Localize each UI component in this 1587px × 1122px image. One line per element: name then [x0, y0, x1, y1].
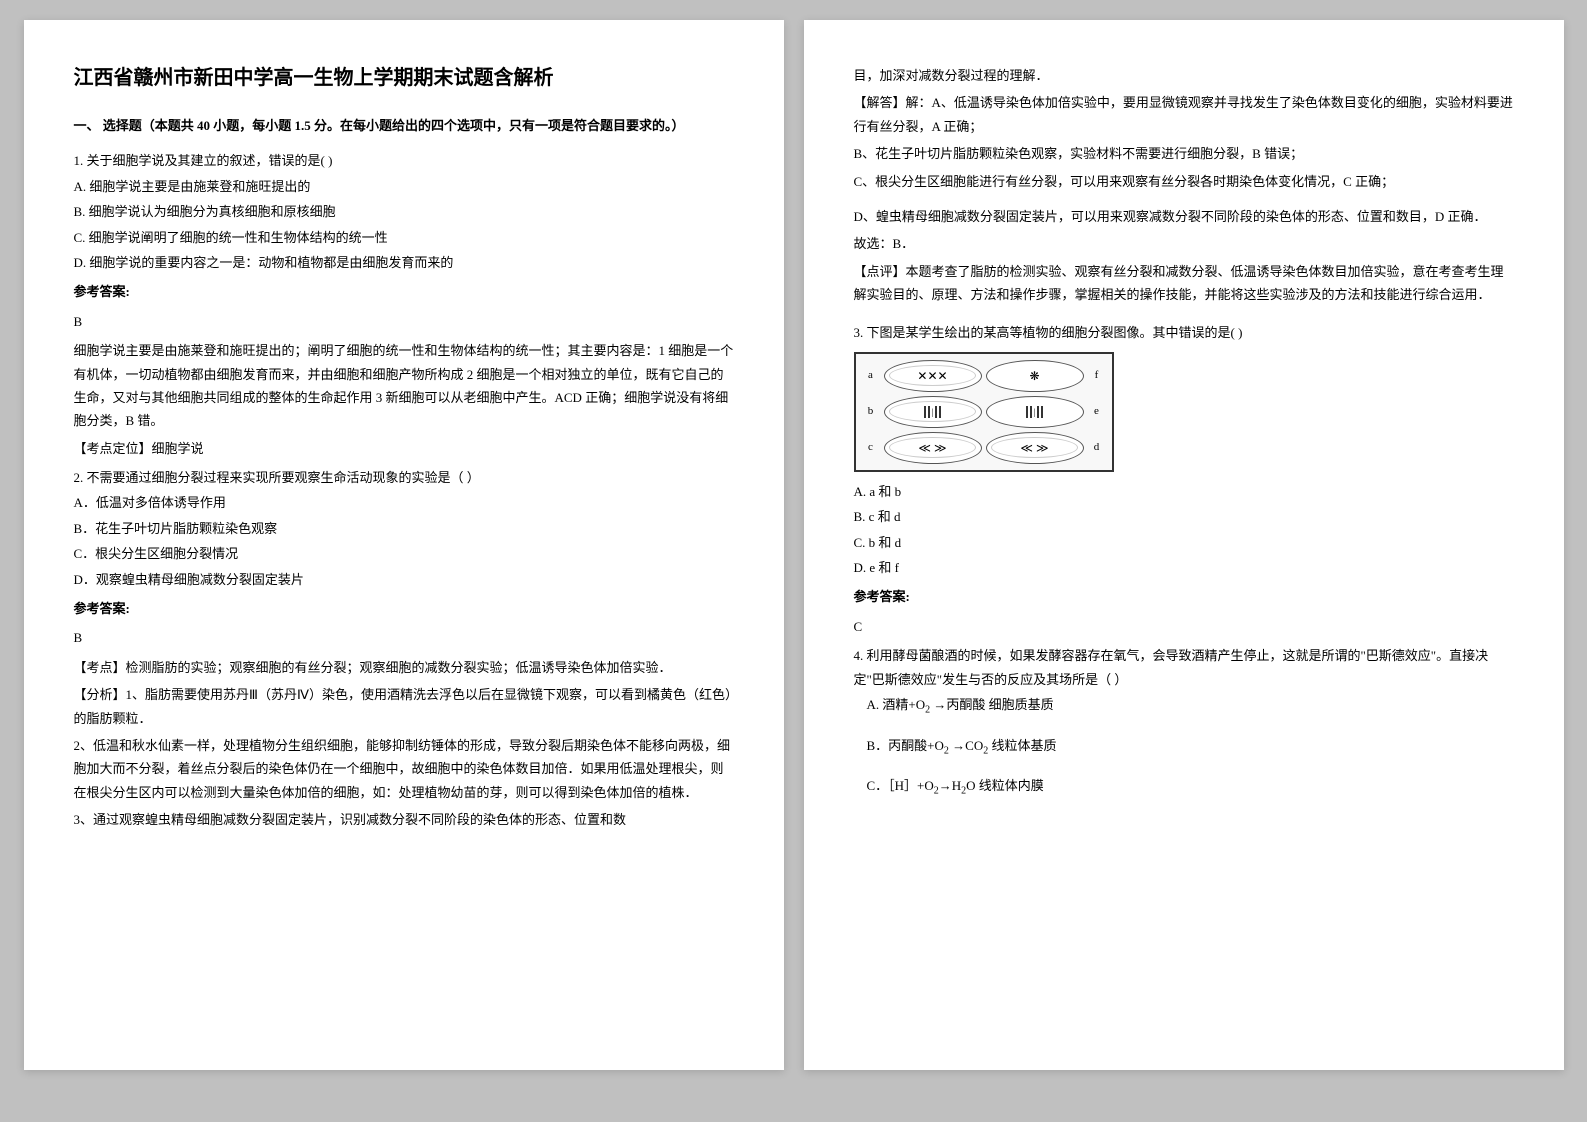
q1-stem: 1. 关于细胞学说及其建立的叙述，错误的是( ) [74, 149, 734, 172]
q1-answer-label: 参考答案: [74, 280, 734, 303]
section-1-header: 一、 选择题（本题共 40 小题，每小题 1.5 分。在每小题给出的四个选项中，… [74, 114, 734, 137]
q4b-mid: →CO [949, 738, 983, 753]
q3-option-c: C. b 和 d [854, 531, 1514, 554]
document-title: 江西省赣州市新田中学高一生物上学期期末试题含解析 [74, 60, 734, 96]
q4-stem: 4. 利用酵母菌酿酒的时候，如果发酵容器存在氧气，会导致酒精产生停止，这就是所谓… [854, 644, 1514, 691]
question-2: 2. 不需要通过细胞分裂过程来实现所要观察生命活动现象的实验是（ ） A．低温对… [74, 466, 734, 831]
q2-kaodian: 【考点】检测脂肪的实验；观察细胞的有丝分裂；观察细胞的减数分裂实验；低温诱导染色… [74, 656, 734, 679]
question-3: 3. 下图是某学生绘出的某高等植物的细胞分裂图像。其中错误的是( ) a ✕✕✕… [854, 321, 1514, 639]
fig-label-d: d [1088, 432, 1106, 464]
q2-guxuan: 故选：B． [854, 232, 1514, 255]
q2-fenxi-3b: 目，加深对减数分裂过程的理解． [854, 64, 1514, 87]
q2-option-b: B．花生子叶切片脂肪颗粒染色观察 [74, 517, 734, 540]
q3-answer: C [854, 615, 1514, 638]
page-right: 目，加深对减数分裂过程的理解． 【解答】解：A、低温诱导染色体加倍实验中，要用显… [804, 20, 1564, 1070]
question-1: 1. 关于细胞学说及其建立的叙述，错误的是( ) A. 细胞学说主要是由施莱登和… [74, 149, 734, 460]
q4b-pre: B．丙酮酸+O [867, 738, 944, 753]
q2-option-d: D．观察蝗虫精母细胞减数分裂固定装片 [74, 568, 734, 591]
q2-option-c: C．根尖分生区细胞分裂情况 [74, 542, 734, 565]
q2-jieda-d: D、蝗虫精母细胞减数分裂固定装片，可以用来观察减数分裂不同阶段的染色体的形态、位… [854, 205, 1514, 228]
cell-c: ≪ ≫ [884, 432, 982, 464]
q4c-post: O 线粒体内膜 [966, 778, 1044, 793]
q4-option-a: A. 酒精+O2 →丙酮酸 细胞质基质 [854, 693, 1514, 720]
q3-stem: 3. 下图是某学生绘出的某高等植物的细胞分裂图像。其中错误的是( ) [854, 321, 1514, 344]
question-4: 4. 利用酵母菌酿酒的时候，如果发酵容器存在氧气，会导致酒精产生停止，这就是所谓… [854, 644, 1514, 801]
q1-explain-1: 细胞学说主要是由施莱登和施旺提出的；阐明了细胞的统一性和生物体结构的统一性；其主… [74, 339, 734, 433]
q4c-mid: →H [939, 778, 961, 793]
fig-label-c: c [862, 432, 880, 464]
q2-fenxi-2: 2、低温和秋水仙素一样，处理植物分生组织细胞，能够抑制纺锤体的形成，导致分裂后期… [74, 734, 734, 804]
cell-d: ≪ ≫ [986, 432, 1084, 464]
q4-option-b: B．丙酮酸+O2 →CO2 线粒体基质 [854, 734, 1514, 761]
page-left: 江西省赣州市新田中学高一生物上学期期末试题含解析 一、 选择题（本题共 40 小… [24, 20, 784, 1070]
q4-option-c: C．［H］+O2→H2O 线粒体内膜 [854, 774, 1514, 801]
q2-option-a: A．低温对多倍体诱导作用 [74, 491, 734, 514]
q2-fenxi-3: 3、通过观察蝗虫精母细胞减数分裂固定装片，识别减数分裂不同阶段的染色体的形态、位… [74, 808, 734, 831]
q1-answer: B [74, 310, 734, 333]
q3-option-a: A. a 和 b [854, 480, 1514, 503]
fig-label-e: e [1088, 396, 1106, 428]
q4b-post: 线粒体基质 [988, 738, 1056, 753]
fig-label-f: f [1088, 360, 1106, 392]
q2-answer-label: 参考答案: [74, 597, 734, 620]
q1-option-a: A. 细胞学说主要是由施莱登和施旺提出的 [74, 175, 734, 198]
fig-label-a: a [862, 360, 880, 392]
q1-option-b: B. 细胞学说认为细胞分为真核细胞和原核细胞 [74, 200, 734, 223]
q3-option-d: D. e 和 f [854, 556, 1514, 579]
q1-option-c: C. 细胞学说阐明了细胞的统一性和生物体结构的统一性 [74, 226, 734, 249]
q2-jieda-a: 【解答】解：A、低温诱导染色体加倍实验中，要用显微镜观察并寻找发生了染色体数目变… [854, 91, 1514, 138]
q4a-post: →丙酮酸 细胞质基质 [930, 697, 1054, 712]
q2-dianping: 【点评】本题考查了脂肪的检测实验、观察有丝分裂和减数分裂、低温诱导染色体数目加倍… [854, 260, 1514, 307]
cell-b: | [884, 396, 982, 428]
q1-explain-2: 【考点定位】细胞学说 [74, 437, 734, 460]
q4a-pre: A. 酒精+O [867, 697, 926, 712]
q3-figure: a ✕✕✕ ❋ f b | | e c ≪ ≫ [854, 352, 1114, 472]
q2-stem: 2. 不需要通过细胞分裂过程来实现所要观察生命活动现象的实验是（ ） [74, 466, 734, 489]
cell-a: ✕✕✕ [884, 360, 982, 392]
cell-f: ❋ [986, 360, 1084, 392]
q2-jieda-b: B、花生子叶切片脂肪颗粒染色观察，实验材料不需要进行细胞分裂，B 错误； [854, 142, 1514, 165]
fig-label-b: b [862, 396, 880, 428]
q3-answer-label: 参考答案: [854, 585, 1514, 608]
cell-e: | [986, 396, 1084, 428]
q2-answer: B [74, 626, 734, 649]
q2-jieda-c: C、根尖分生区细胞能进行有丝分裂，可以用来观察有丝分裂各时期染色体变化情况，C … [854, 170, 1514, 193]
q4c-pre: C．［H］+O [867, 778, 934, 793]
q1-option-d: D. 细胞学说的重要内容之一是：动物和植物都是由细胞发育而来的 [74, 251, 734, 274]
q3-option-b: B. c 和 d [854, 505, 1514, 528]
q2-fenxi-1: 【分析】1、脂肪需要使用苏丹Ⅲ（苏丹Ⅳ）染色，使用酒精洗去浮色以后在显微镜下观察… [74, 683, 734, 730]
